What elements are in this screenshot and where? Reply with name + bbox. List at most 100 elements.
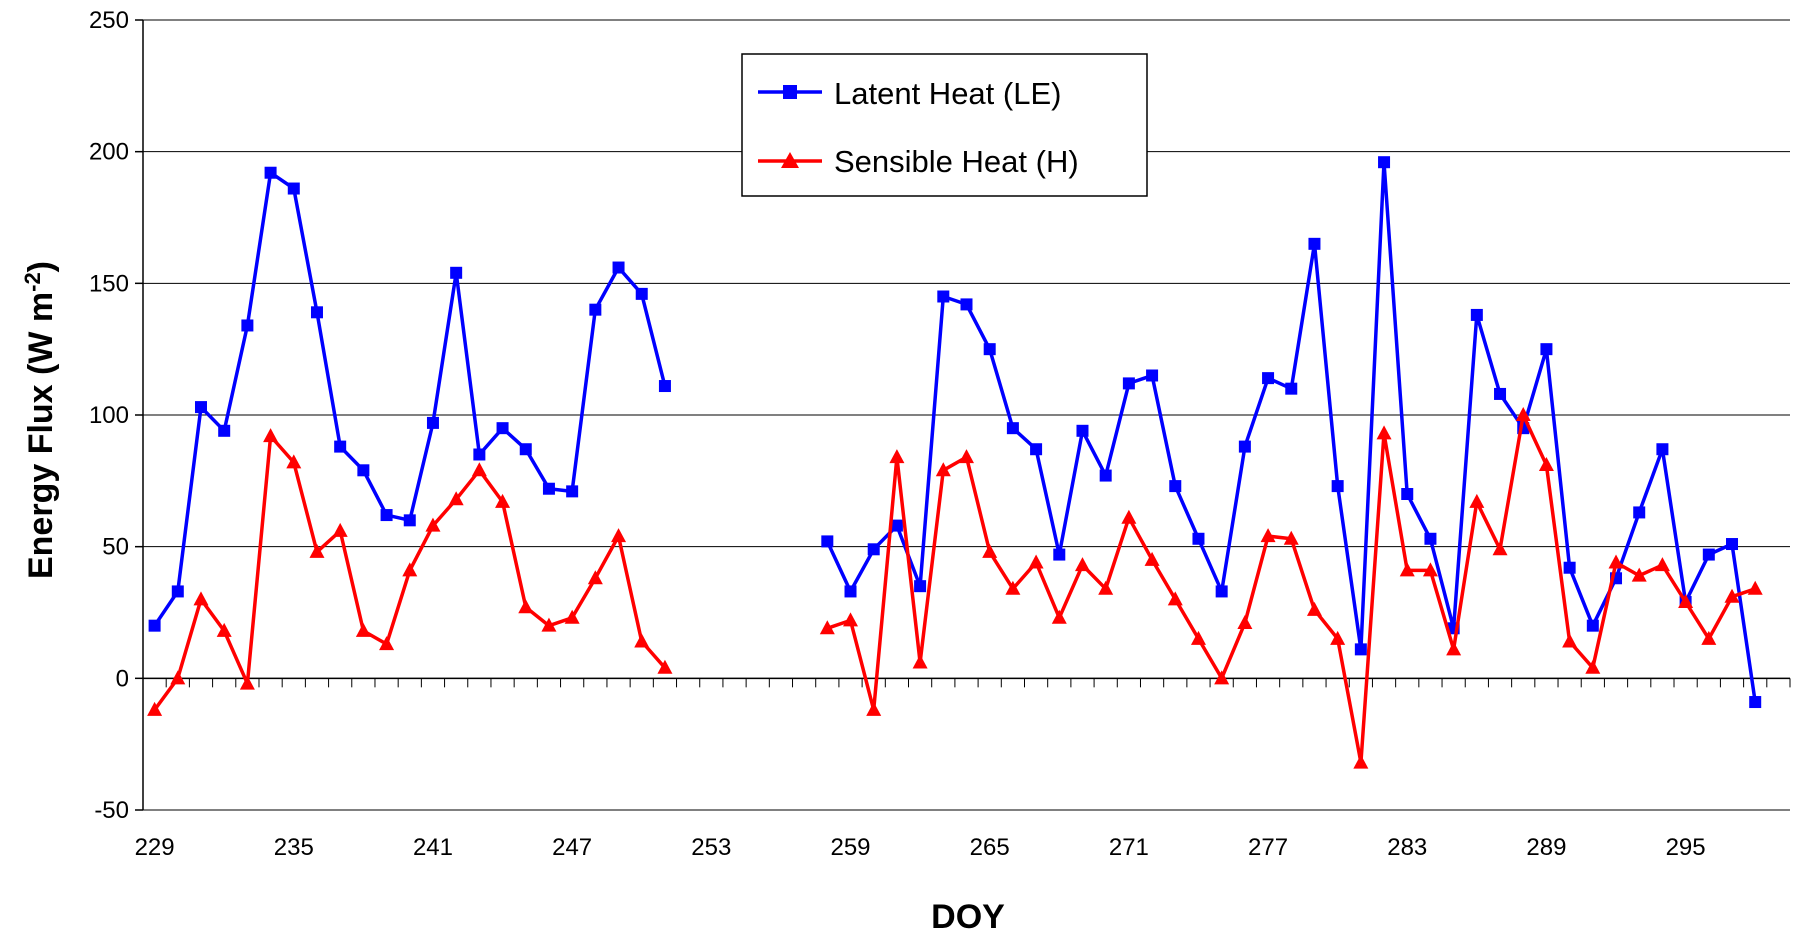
h-point-marker: [1446, 641, 1462, 656]
le-point-marker: [496, 422, 509, 435]
le-point-marker: [1563, 561, 1576, 574]
h-point-marker: [1237, 615, 1253, 630]
le-point-marker: [1308, 237, 1321, 250]
h-point-marker: [425, 517, 441, 532]
y-tick-label: 250: [89, 7, 129, 34]
y-tick-label: 200: [89, 139, 129, 166]
h-point-marker: [889, 449, 905, 464]
le-point-marker: [1285, 382, 1298, 395]
x-tick-label: 271: [1109, 834, 1149, 861]
h-point-marker: [402, 562, 418, 577]
le-series-line: [825, 160, 1757, 703]
le-point-marker: [1540, 343, 1553, 356]
le-point-marker: [1076, 424, 1089, 437]
h-point-marker: [1074, 557, 1090, 572]
le-point-marker: [844, 585, 857, 598]
h-point-marker: [263, 428, 279, 443]
h-point-marker: [1608, 554, 1624, 569]
h-point-marker: [1306, 601, 1322, 616]
h-point-marker: [1260, 528, 1276, 543]
h-point-marker: [1538, 457, 1554, 472]
le-point-marker: [334, 440, 347, 453]
x-tick-label: 289: [1526, 834, 1566, 861]
y-axis-title-superscript: -2: [20, 272, 45, 292]
le-point-marker: [960, 298, 973, 311]
legend-swatch-le-marker: [783, 85, 797, 99]
le-point-marker: [566, 485, 579, 498]
le-point-marker: [1006, 422, 1019, 435]
le-point-marker: [658, 380, 671, 393]
le-point-marker: [1146, 369, 1159, 382]
le-point-marker: [1424, 532, 1437, 545]
h-point-marker: [355, 622, 371, 637]
h-point-marker: [1492, 541, 1508, 556]
h-point-marker: [657, 659, 673, 674]
h-point-marker: [170, 670, 186, 685]
h-point-marker: [1562, 633, 1578, 648]
h-point-marker: [1654, 557, 1670, 572]
h-point-marker: [1399, 562, 1415, 577]
le-point-marker: [357, 464, 370, 477]
y-axis-title-close: ): [22, 261, 60, 272]
h-point-marker: [1167, 591, 1183, 606]
h-point-marker: [379, 636, 395, 651]
le-point-marker: [310, 306, 323, 319]
h-point-marker: [193, 591, 209, 606]
le-point-marker: [171, 585, 184, 598]
le-point-marker: [1633, 506, 1646, 519]
h-point-marker: [1678, 593, 1694, 608]
le-point-marker: [1702, 548, 1715, 561]
h-point-marker: [332, 522, 348, 537]
le-point-marker: [983, 343, 996, 356]
le-point-marker: [450, 266, 463, 279]
x-tick-label: 241: [413, 834, 453, 861]
h-point-marker: [1144, 551, 1160, 566]
h-point-marker: [843, 612, 859, 627]
h-point-marker: [819, 620, 835, 635]
le-point-marker: [426, 416, 439, 429]
y-tick-label: 150: [89, 270, 129, 297]
x-tick-label: 265: [970, 834, 1010, 861]
x-tick-label: 277: [1248, 834, 1288, 861]
h-point-marker: [1214, 670, 1230, 685]
h-point-marker: [1330, 630, 1346, 645]
le-point-marker: [1192, 532, 1205, 545]
h-point-marker: [309, 543, 325, 558]
x-axis-title: DOY: [931, 898, 1005, 932]
h-point-marker: [564, 609, 580, 624]
h-point-marker: [1724, 588, 1740, 603]
le-point-marker: [473, 448, 486, 461]
h-point-marker: [1515, 407, 1531, 421]
le-point-marker: [1378, 156, 1391, 169]
le-point-marker: [1749, 696, 1762, 709]
h-point-marker: [959, 449, 974, 464]
h-point-marker: [1469, 493, 1485, 508]
h-point-marker: [471, 462, 487, 477]
le-point-marker: [519, 443, 532, 456]
legend-box: [741, 53, 1148, 197]
le-point-marker: [241, 319, 254, 332]
x-tick-label: 259: [830, 834, 870, 861]
le-point-marker: [194, 401, 207, 414]
le-point-marker: [1401, 488, 1414, 500]
h-point-marker: [1098, 580, 1114, 595]
h-series-line: [826, 413, 1756, 765]
h-point-marker: [1121, 509, 1137, 524]
h-point-marker: [518, 599, 534, 614]
h-point-marker: [495, 493, 511, 508]
le-series-line: [153, 170, 667, 627]
legend-swatch-h-marker: [781, 152, 799, 168]
h-point-marker: [541, 617, 557, 632]
h-point-marker: [1028, 554, 1044, 569]
h-point-marker: [286, 454, 302, 469]
le-point-marker: [867, 543, 880, 556]
legend-label-h: Sensible Heat (H): [834, 144, 1079, 179]
h-point-marker: [1353, 754, 1369, 769]
le-point-marker: [1726, 538, 1739, 551]
le-point-marker: [403, 514, 416, 527]
le-point-marker: [1053, 548, 1066, 561]
legend: Latent Heat (LE) Sensible Heat (H): [741, 53, 1148, 197]
h-point-marker: [912, 654, 928, 669]
le-point-marker: [1354, 643, 1367, 656]
